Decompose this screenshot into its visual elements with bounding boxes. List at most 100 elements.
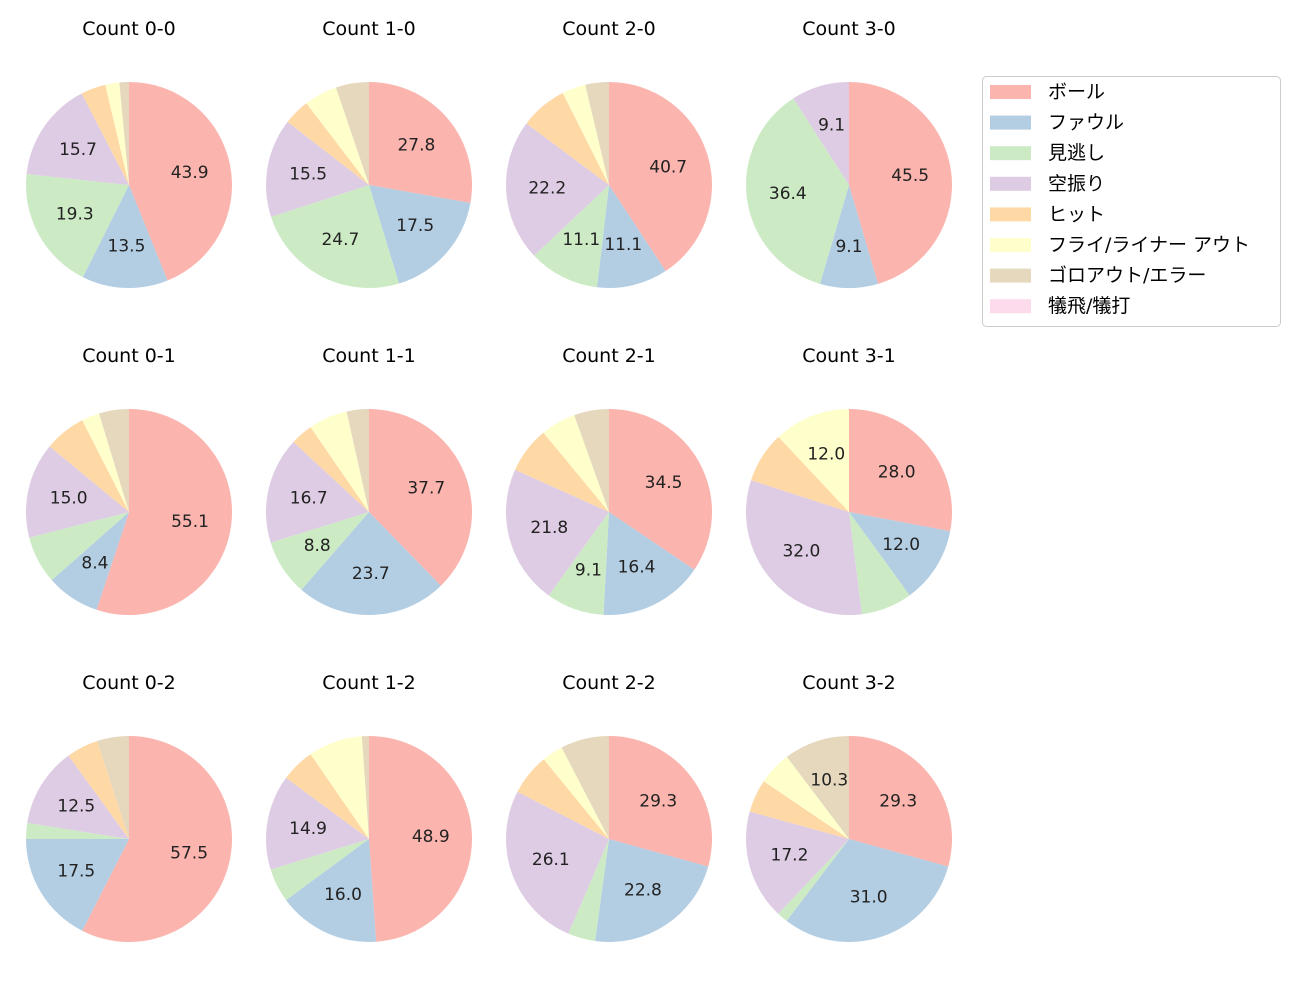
pie-slice <box>609 409 712 570</box>
pie-slice <box>293 427 369 512</box>
pie-slice <box>68 741 129 839</box>
slice-label: 17.5 <box>57 861 95 881</box>
pie-slice <box>609 82 712 272</box>
pie-slice <box>369 82 472 204</box>
pie-slice <box>609 736 712 867</box>
pie-slice <box>310 411 369 512</box>
pie-slice <box>369 409 472 586</box>
slice-label: 16.7 <box>290 488 328 508</box>
pie-count-2-0: Count 2-0 40.7 11.111.1 22.2 <box>505 18 712 288</box>
pie-slice <box>543 415 609 512</box>
slice-label: 57.5 <box>170 843 208 863</box>
pie-slice <box>778 409 849 512</box>
slice-label: 21.8 <box>530 518 568 538</box>
slice-label: 17.2 <box>771 846 809 866</box>
slice-label: 24.7 <box>321 230 359 250</box>
pie-count-1-2: Count 1-2 48.9 16.0 14.9 <box>266 672 472 942</box>
slice-label: 16.0 <box>324 885 362 905</box>
pie-slice <box>597 185 666 288</box>
slice-label: 32.0 <box>782 541 820 561</box>
pie-slice <box>265 121 369 217</box>
pie-slice <box>778 839 849 921</box>
pie-slice <box>270 839 369 901</box>
pie-slice <box>849 512 910 615</box>
slice-label: 12.0 <box>882 535 920 555</box>
pie-slice <box>27 755 130 839</box>
pie-slice <box>548 512 609 615</box>
pie-slice <box>849 82 953 284</box>
slice-label: 19.3 <box>56 205 94 225</box>
pie-slice <box>361 736 369 839</box>
legend-label: ゴロアウト/エラー <box>1048 265 1206 287</box>
slice-label: 48.9 <box>412 827 450 847</box>
pie-slice <box>849 736 952 867</box>
pie-slice <box>82 185 168 288</box>
pie-count-0-0: Count 0-0 43.9 13.5 19.3 15.7 <box>25 18 233 288</box>
legend-label: 見逃し <box>1048 142 1105 164</box>
pie-slice <box>26 839 129 931</box>
pie-slice <box>81 84 129 185</box>
pie-slice <box>746 811 849 914</box>
pie-slice <box>287 103 369 185</box>
slice-label: 22.2 <box>528 179 566 199</box>
pie-slice <box>751 436 849 512</box>
legend-swatch <box>990 238 1031 252</box>
legend-swatch <box>990 207 1031 222</box>
pie-slice <box>562 84 609 185</box>
slice-label: 22.8 <box>624 881 662 901</box>
slice-label: 12.5 <box>57 797 95 817</box>
legend-label: フライ/ライナー アウト <box>1048 234 1250 256</box>
pie-slice <box>793 82 849 185</box>
pie-slice <box>82 736 233 943</box>
slice-label: 16.4 <box>618 557 656 577</box>
pie-slice <box>574 409 609 512</box>
pie-count-2-1: Count 2-1 34.5 16.4 9.1 21.8 <box>506 345 712 616</box>
pie-slice <box>346 409 369 512</box>
pie-count-3-1: Count 3-1 28.0 12.0 32.0 12.0 <box>746 345 952 615</box>
slice-label: 13.5 <box>108 237 146 257</box>
pie-slice <box>849 512 951 596</box>
slice-label: 15.7 <box>59 140 97 160</box>
slice-label: 29.3 <box>639 792 677 812</box>
slice-label: 37.7 <box>407 479 445 499</box>
slice-label: 9.1 <box>835 237 862 257</box>
legend-swatch <box>990 268 1031 283</box>
pie-count-2-2: Count 2-2 29.3 22.8 26.1 <box>506 672 712 943</box>
legend-swatch <box>990 299 1031 314</box>
pie-title: Count 3-2 <box>802 672 896 694</box>
slice-label: 8.4 <box>81 554 108 574</box>
slice-label: 28.0 <box>878 463 916 483</box>
pie-title: Count 3-1 <box>802 345 896 367</box>
pie-slice <box>746 98 849 284</box>
pie-slice <box>335 82 369 185</box>
slice-label: 11.1 <box>562 230 600 250</box>
slice-label: 36.4 <box>769 184 807 204</box>
pie-slice <box>97 736 129 839</box>
legend-label: 犠飛/犠打 <box>1048 295 1130 317</box>
pie-slice <box>369 736 472 942</box>
pie-slice <box>25 174 129 278</box>
pie-slice <box>819 185 879 288</box>
pie-title: Count 2-2 <box>562 672 656 694</box>
pie-slice <box>603 512 695 616</box>
pie-slice <box>301 512 441 615</box>
pie-slice <box>82 413 129 512</box>
slice-label: 45.5 <box>891 166 929 186</box>
slice-label: 14.9 <box>289 819 327 839</box>
pie-slice <box>543 747 609 839</box>
legend-frame <box>982 76 1281 327</box>
pie-slice <box>763 756 849 839</box>
pie-slice <box>271 185 399 288</box>
slice-label: 9.1 <box>575 560 602 580</box>
pie-slice <box>286 754 369 839</box>
pie-count-3-2: Count 3-2 29.3 31.0 17.2 10.3 <box>746 672 952 943</box>
slice-label: 12.0 <box>807 445 845 465</box>
pie-title: Count 1-2 <box>322 672 416 694</box>
pie-slice <box>369 185 471 284</box>
slice-label: 9.1 <box>818 116 845 136</box>
pie-title: Count 0-0 <box>82 18 176 40</box>
slice-label: 27.8 <box>397 135 435 155</box>
pie-slice <box>585 82 609 185</box>
